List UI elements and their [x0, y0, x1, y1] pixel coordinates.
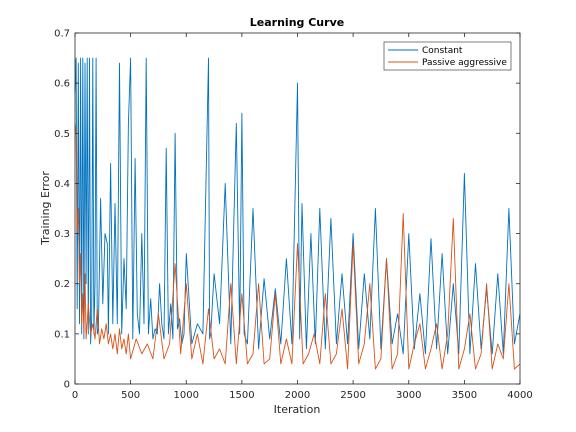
plot-area: [74, 57, 521, 370]
x-tick-label: 0: [72, 390, 78, 401]
y-axis-label: Training Error: [39, 171, 52, 246]
x-axis: 0 500 1000 1500 2000 2500 3000 3500 4000: [72, 33, 533, 401]
y-tick-label: 0.7: [54, 29, 70, 40]
legend-box: [383, 41, 512, 71]
y-tick-label: 0.3: [54, 229, 70, 240]
x-tick-label: 1000: [174, 390, 199, 401]
y-axis: 0 0.1 0.2 0.3 0.4 0.5 0.6 0.7: [54, 29, 520, 391]
y-tick-label: 0.5: [54, 129, 70, 140]
legend: Constant Passive aggressive: [383, 41, 512, 71]
series-line-passive-aggressive: [74, 123, 521, 370]
y-tick-label: 0: [64, 380, 70, 391]
legend-label-passive-aggressive: Passive aggressive: [422, 58, 507, 68]
x-tick-label: 1500: [229, 390, 254, 401]
y-tick-label: 0.4: [54, 179, 70, 190]
chart-title: Learning Curve: [250, 16, 344, 29]
x-axis-label: Iteration: [274, 403, 321, 416]
x-tick-label: 2500: [340, 390, 365, 401]
x-tick-label: 3000: [396, 390, 421, 401]
y-tick-label: 0.6: [54, 79, 70, 90]
y-tick-label: 0.2: [54, 279, 70, 290]
legend-label-constant: Constant: [422, 46, 463, 56]
x-tick-label: 4000: [507, 390, 532, 401]
y-tick-label: 0.1: [54, 329, 70, 340]
x-tick-label: 3500: [452, 390, 477, 401]
series-line-constant: [74, 57, 521, 355]
x-tick-label: 2000: [285, 390, 310, 401]
x-tick-label: 500: [121, 390, 140, 401]
